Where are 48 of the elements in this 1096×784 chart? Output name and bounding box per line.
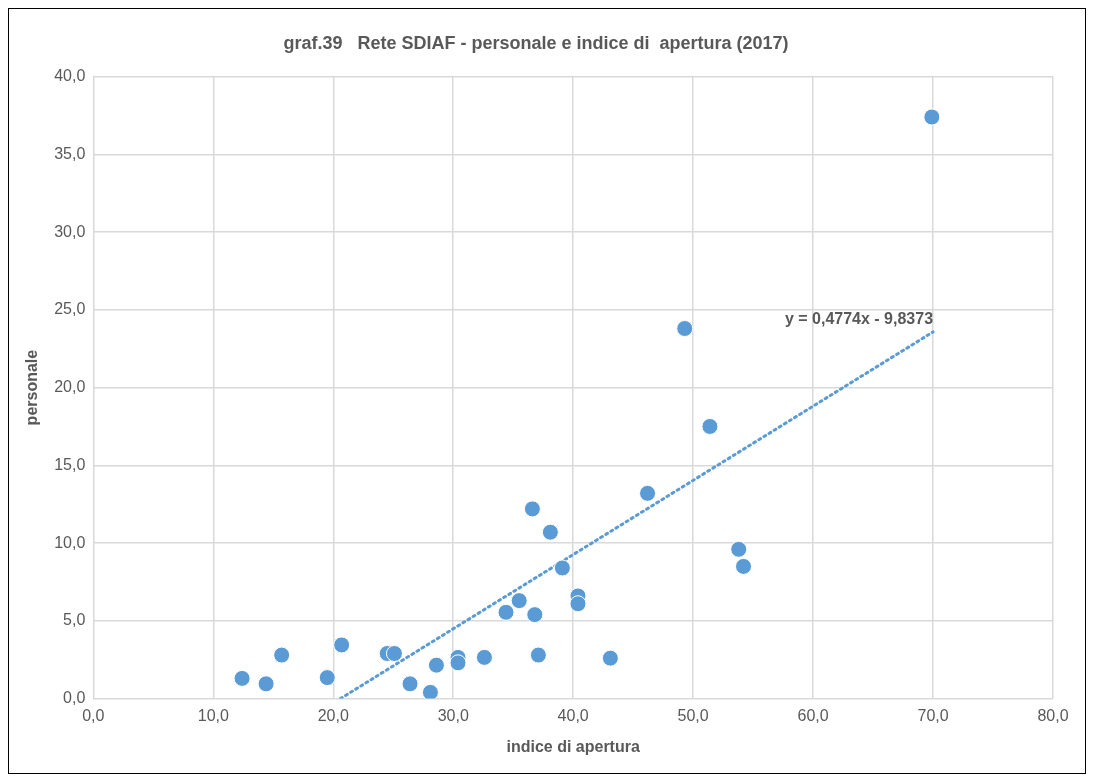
- y-tick-label: 35,0: [54, 144, 86, 162]
- point: [421, 683, 439, 699]
- point: [475, 648, 493, 666]
- x-tick-label: 30,0: [437, 706, 469, 724]
- point: [449, 654, 467, 672]
- x-tick-label: 60,0: [797, 706, 829, 724]
- point: [333, 636, 351, 654]
- point: [639, 484, 657, 502]
- x-tick-label: 80,0: [1037, 706, 1069, 724]
- point: [510, 592, 528, 610]
- x-tick-label: 50,0: [677, 706, 709, 724]
- point: [553, 559, 571, 577]
- y-tick-label: 15,0: [54, 455, 86, 473]
- point: [541, 523, 559, 541]
- point: [497, 603, 515, 621]
- point: [385, 645, 403, 663]
- point: [569, 595, 587, 613]
- point: [601, 649, 619, 667]
- point: [676, 320, 694, 338]
- y-tick-label: 0,0: [63, 689, 86, 707]
- point: [523, 500, 541, 518]
- point: [318, 669, 336, 687]
- y-tick-label: 20,0: [54, 378, 86, 396]
- y-tick-label: 10,0: [54, 533, 86, 551]
- point: [526, 606, 544, 624]
- x-tick-label: 20,0: [317, 706, 349, 724]
- point: [529, 646, 547, 664]
- point: [257, 675, 275, 693]
- point: [233, 669, 251, 687]
- chart-title: graf.39 Rete SDIAF - personale e indice di apertura (2017): [283, 32, 789, 53]
- x-tick-label: 0,0: [82, 706, 105, 724]
- point: [427, 656, 445, 674]
- point: [735, 557, 753, 575]
- y-axis-title: personale: [23, 349, 41, 426]
- x-tick-label: 40,0: [557, 706, 589, 724]
- point: [273, 646, 291, 664]
- y-tick-label: 25,0: [54, 300, 86, 318]
- point: [923, 108, 941, 126]
- point: [730, 540, 748, 558]
- annotation: y = 0,4774x - 9,8373: [784, 310, 934, 328]
- y-tick-label: 30,0: [54, 222, 86, 240]
- x-tick-label: 10,0: [197, 706, 229, 724]
- point: [401, 675, 419, 693]
- point: [701, 417, 719, 435]
- y-tick-label: 40,0: [54, 67, 86, 85]
- x-axis-title: indice di apertura: [506, 737, 640, 755]
- x-tick-label: 70,0: [917, 706, 949, 724]
- y-tick-label: 5,0: [63, 611, 86, 629]
